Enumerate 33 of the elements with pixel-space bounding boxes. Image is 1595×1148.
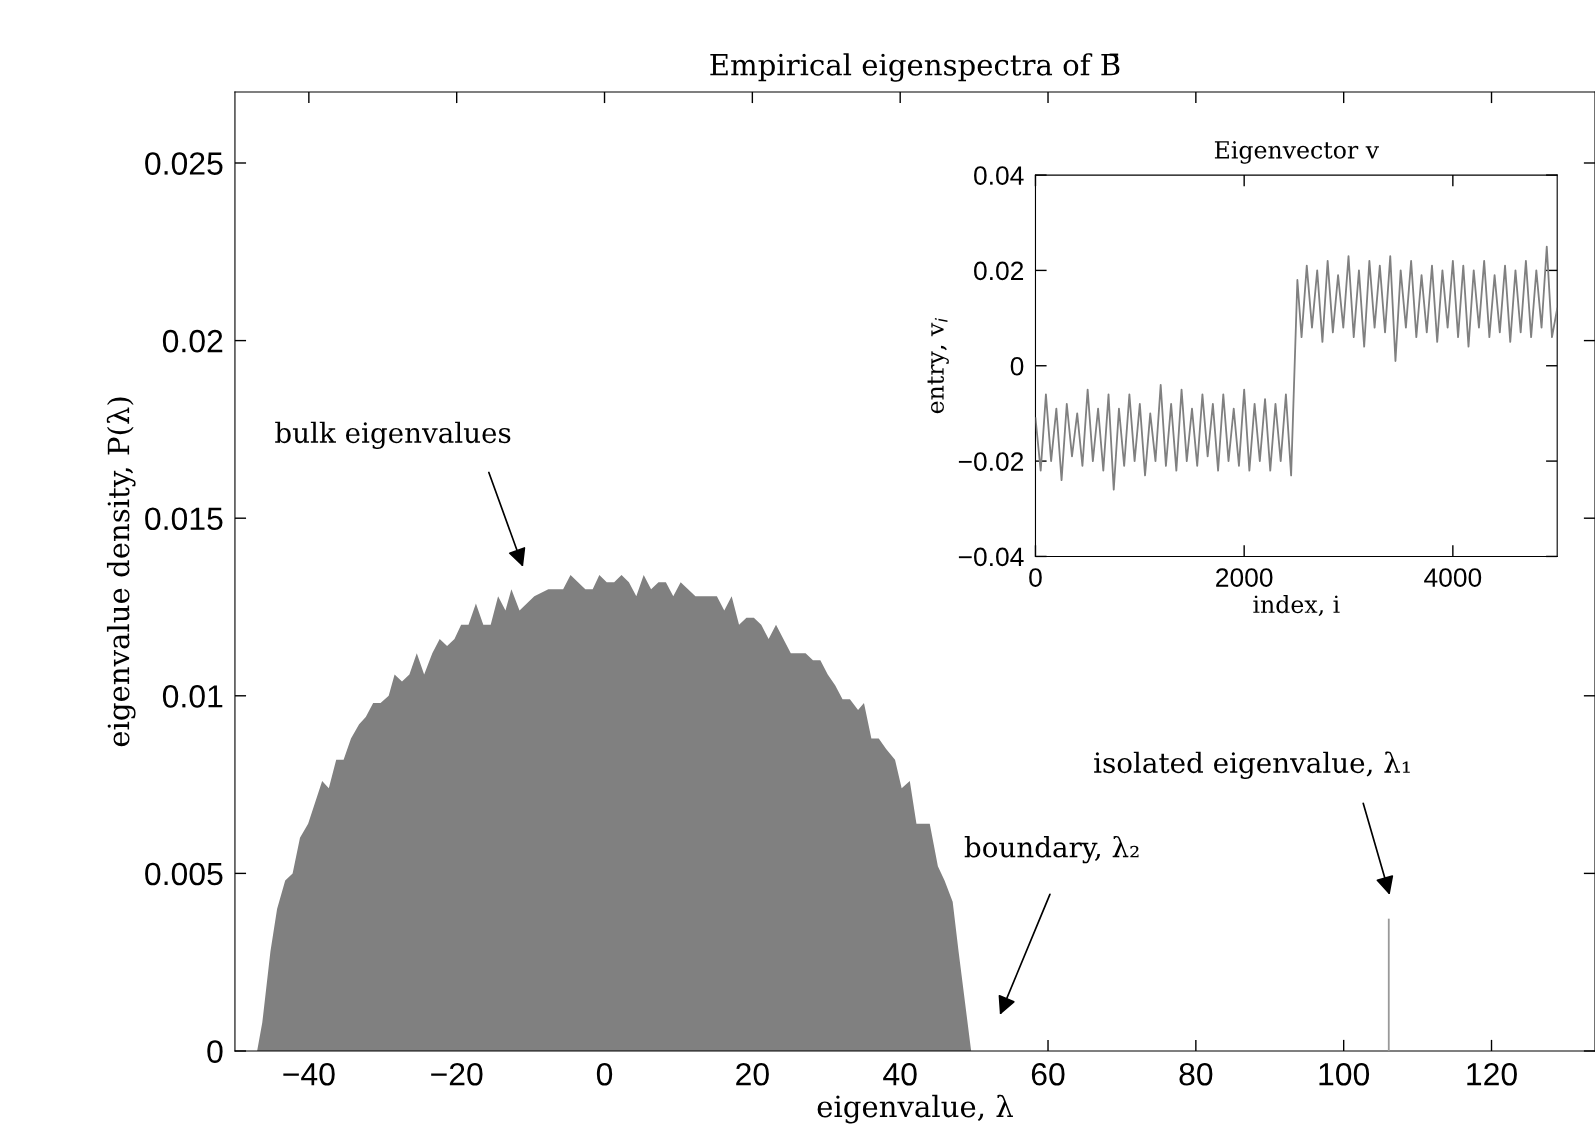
x-tick-label: 120 [1467, 1062, 1517, 1086]
y-axis-title: eigenvalue density, P(λ) [106, 397, 136, 747]
y-tick-label: 0.02 [162, 329, 223, 353]
x-tick-label: −20 [431, 1062, 483, 1086]
y-tick-label: 0.01 [162, 685, 223, 708]
chart-title: Empirical eigenspectra of B̄ [710, 53, 1120, 82]
annotation: bulk eigenvalues [275, 421, 511, 449]
x-tick-label: 20 [736, 1062, 769, 1086]
chart-title: Eigenvector v [1214, 141, 1379, 164]
y-tick-label: −0.04 [958, 547, 1024, 567]
y-tick-label: 0.005 [145, 862, 223, 886]
x-tick-label: 40 [883, 1062, 917, 1086]
x-tick-label: 80 [1179, 1062, 1213, 1086]
y-tick-label: 0 [1010, 356, 1024, 376]
annotation: isolated eigenvalue, λ₁ [1094, 751, 1410, 779]
x-tick-label: 60 [1031, 1062, 1065, 1086]
x-tick-label: 4000 [1424, 568, 1482, 587]
x-tick-label: −40 [283, 1062, 335, 1086]
x-axis-title: eigenvalue, λ [817, 1094, 1013, 1124]
x-axis-title: index, i [1253, 594, 1340, 617]
y-tick-label: 0.02 [974, 261, 1024, 281]
x-tick-label: 0 [596, 1062, 613, 1086]
y-tick-label: 0.015 [145, 507, 223, 531]
y-tick-label: 0.04 [974, 166, 1024, 185]
y-tick-label: 0 [207, 1040, 223, 1063]
y-tick-label: 0.025 [145, 152, 223, 175]
x-tick-label: 2000 [1216, 568, 1273, 587]
y-tick-label: −0.02 [958, 452, 1024, 471]
annotation: boundary, λ₂ [964, 835, 1139, 864]
line-series [1035, 245, 1558, 491]
x-tick-label: 0 [1029, 568, 1042, 587]
x-tick-label: 100 [1319, 1062, 1370, 1086]
y-axis-title: entry, v$_{i}$ [927, 318, 949, 414]
